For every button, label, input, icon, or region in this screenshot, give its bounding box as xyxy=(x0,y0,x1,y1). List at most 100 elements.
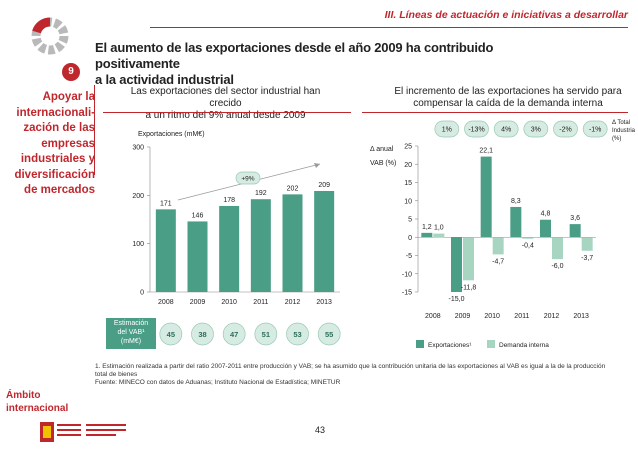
sidebar-divider xyxy=(94,85,95,175)
y-tick-label: 100 xyxy=(132,241,144,248)
bar-value-label: 202 xyxy=(287,185,299,192)
x-tick-label: 2009 xyxy=(190,299,206,306)
bar-value-label: 8,3 xyxy=(511,198,521,205)
x-tick-label: 2011 xyxy=(253,299,268,306)
industry-change-value: 1% xyxy=(442,127,452,134)
vab-circle xyxy=(254,322,278,346)
sidebar-line: zación de las xyxy=(23,122,95,134)
headline-line-2: a la actividad industrial xyxy=(95,72,234,87)
growth-pill xyxy=(235,171,261,185)
bar-value-label: 146 xyxy=(192,212,204,219)
left-chart-subtitle: Las exportaciones del sector industrial … xyxy=(118,86,333,122)
bar-value-label: 3,6 xyxy=(570,215,580,222)
right-y-axis-label-2: VAB (%) xyxy=(370,160,396,167)
bar-value-label: 4,8 xyxy=(541,211,551,218)
right-subtitle-line-1: El incremento de las exportaciones ha se… xyxy=(394,86,622,97)
vab-value: 55 xyxy=(325,330,333,339)
bar-value-label: 178 xyxy=(223,197,235,204)
vab-value: 47 xyxy=(230,330,238,339)
legend-label-exports: Exportaciones¹ xyxy=(428,342,472,349)
sidebar-line: industriales y xyxy=(20,153,95,165)
export-bar xyxy=(219,205,240,292)
section-divider xyxy=(150,27,628,28)
domestic-demand-bar xyxy=(433,233,445,238)
x-tick-label: 2012 xyxy=(285,299,301,306)
trend-arrow-head-icon xyxy=(314,163,320,168)
bar-value-label: 22,1 xyxy=(479,148,493,155)
y-tick-label: 15 xyxy=(404,180,412,187)
exports-bar xyxy=(569,224,581,238)
y-tick-label: 200 xyxy=(132,193,144,200)
industry-change-pill xyxy=(493,120,519,138)
scope-label-line-2: internacional xyxy=(6,403,69,414)
headline-line-1: El aumento de las exportaciones desde el… xyxy=(95,40,494,71)
x-tick-label: 2012 xyxy=(544,313,560,320)
scope-label: Ámbito internacional xyxy=(6,389,68,415)
vab-contribution-chart: Δ anual VAB (%) 1% -13% 4% 3% -2% -1% Δ Total… xyxy=(370,120,636,349)
industry-change-value: -2% xyxy=(559,127,571,134)
domestic-demand-bar xyxy=(581,237,593,251)
exports-bar-chart: Exportaciones (mM€) 171 146 178 192 202 209 2… xyxy=(132,131,340,306)
bar-value-label: -11,8 xyxy=(461,284,477,291)
section-number-badge: 9 xyxy=(62,63,80,81)
export-bar xyxy=(314,190,335,292)
vab-label-line: del VAB¹ xyxy=(117,329,145,336)
export-bar xyxy=(155,209,176,292)
x-tick-label: 2010 xyxy=(484,313,500,320)
sidebar-line: internacionali- xyxy=(16,106,95,119)
scope-label-line-1: Ámbito xyxy=(6,390,41,401)
legend-swatch-exports xyxy=(416,340,424,348)
exports-bar xyxy=(421,232,433,238)
sidebar-line: diversificación xyxy=(14,168,95,181)
logo-ring-icon xyxy=(31,17,69,55)
vab-estimate-label: Estimación del VAB¹ (mM€) xyxy=(106,318,156,349)
vab-estimate-row: 45 38 47 51 53 55 xyxy=(159,322,341,346)
industry-change-value: -1% xyxy=(589,127,601,134)
x-tick-label: 2008 xyxy=(425,313,441,320)
x-tick-label: 2010 xyxy=(221,299,237,306)
vab-circle xyxy=(159,322,183,346)
x-tick-label: 2013 xyxy=(573,313,589,320)
industry-change-pill xyxy=(553,120,578,138)
bar-value-label: -3,7 xyxy=(581,255,593,262)
page-headline: El aumento de las exportaciones desde el… xyxy=(95,40,565,88)
left-subtitle-rule xyxy=(103,112,351,113)
pill-legend-line-3: (%) xyxy=(612,136,621,142)
government-logo-icon xyxy=(40,422,126,442)
legend-swatch-demand xyxy=(487,340,495,348)
pill-legend-line-1: Δ Total xyxy=(612,120,630,126)
footnote: 1. Estimación realizada a partir del rat… xyxy=(95,363,615,387)
bar-value-label: -0,4 xyxy=(522,243,534,250)
y-tick-label: -15 xyxy=(402,290,412,297)
exports-bar xyxy=(451,237,462,292)
left-subtitle-line-2: a un ritmo del 9% anual desde 2009 xyxy=(145,110,306,121)
vab-value: 38 xyxy=(198,330,206,339)
x-tick-label: 2009 xyxy=(455,313,471,320)
right-subtitle-line-2: compensar la caída de la demanda interna xyxy=(413,98,603,109)
vab-value: 45 xyxy=(167,330,175,339)
y-tick-label: 0 xyxy=(408,235,412,242)
left-subtitle-line-1: Las exportaciones del sector industrial … xyxy=(130,86,321,109)
sidebar-line: empresas xyxy=(41,137,95,150)
exports-bar xyxy=(540,219,551,238)
left-y-axis-label: Exportaciones (mM€) xyxy=(138,131,205,138)
pill-legend-line-2: Industria xyxy=(612,128,636,134)
vab-value: 53 xyxy=(293,330,301,339)
right-chart-subtitle: El incremento de las exportaciones ha se… xyxy=(388,86,628,110)
bar-value-label: 192 xyxy=(255,190,267,197)
sidebar-topic: Apoyar la internacionali- zación de las … xyxy=(0,90,95,199)
industry-change-value: 3% xyxy=(531,127,541,134)
industry-change-pill xyxy=(464,120,489,138)
bar-value-label: -15,0 xyxy=(449,296,465,303)
x-tick-label: 2011 xyxy=(514,313,529,320)
x-tick-label: 2013 xyxy=(316,299,332,306)
domestic-demand-bar xyxy=(492,237,504,255)
y-tick-label: -10 xyxy=(402,271,412,278)
y-tick-label: 20 xyxy=(404,162,412,169)
industry-change-value: -13% xyxy=(468,127,484,134)
right-subtitle-rule xyxy=(362,112,628,113)
x-tick-label: 2008 xyxy=(158,299,174,306)
export-bar xyxy=(250,199,271,292)
footnote-line-1: 1. Estimación realizada a partir del rat… xyxy=(95,363,606,370)
section-title: III. Líneas de actuación e iniciativas a… xyxy=(384,9,628,21)
